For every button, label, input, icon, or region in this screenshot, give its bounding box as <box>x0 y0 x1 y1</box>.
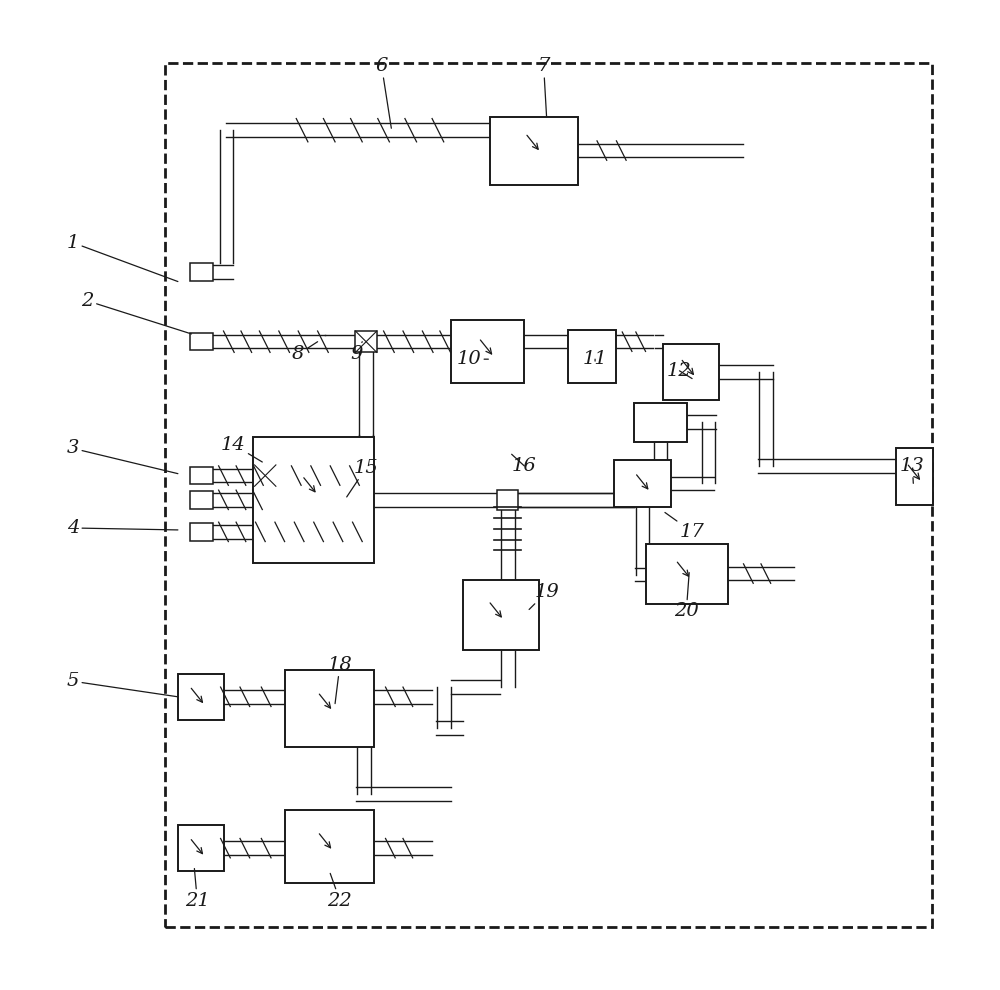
Text: 12: 12 <box>667 361 692 380</box>
Bar <box>178 673 224 720</box>
Bar <box>255 465 276 486</box>
Bar <box>614 460 671 507</box>
Text: 10: 10 <box>457 350 488 368</box>
Text: 11: 11 <box>583 350 607 368</box>
Text: 8: 8 <box>292 342 318 363</box>
Text: 21: 21 <box>185 868 210 910</box>
Bar <box>463 580 539 650</box>
Bar <box>285 810 374 883</box>
Text: 19: 19 <box>529 583 559 610</box>
Text: 4: 4 <box>67 519 178 537</box>
Text: 3: 3 <box>67 440 178 473</box>
Bar <box>568 330 616 383</box>
Bar <box>165 63 932 927</box>
Bar <box>663 344 719 400</box>
Bar <box>190 263 213 280</box>
Bar <box>190 523 213 541</box>
Text: 15: 15 <box>347 458 378 497</box>
Bar <box>190 688 213 706</box>
Bar <box>190 333 213 350</box>
Text: 14: 14 <box>221 436 262 462</box>
Bar <box>634 403 687 442</box>
Text: 17: 17 <box>665 513 704 541</box>
Text: 18: 18 <box>328 655 352 704</box>
Bar <box>253 437 374 563</box>
Bar <box>190 491 213 509</box>
Bar <box>190 840 213 857</box>
Bar <box>285 669 374 747</box>
Text: 20: 20 <box>674 572 699 621</box>
Text: 13: 13 <box>900 457 925 483</box>
Text: 16: 16 <box>512 454 537 475</box>
Text: 9: 9 <box>350 342 363 363</box>
Bar <box>451 321 524 383</box>
Text: 22: 22 <box>328 873 352 910</box>
Bar <box>646 544 728 604</box>
Bar <box>497 490 518 510</box>
Bar <box>355 331 377 352</box>
Text: 1: 1 <box>67 234 178 281</box>
Bar <box>490 117 578 184</box>
Text: 7: 7 <box>537 57 550 117</box>
Bar <box>896 448 933 505</box>
Bar <box>190 467 213 484</box>
Text: 6: 6 <box>375 57 391 129</box>
Bar <box>178 825 224 871</box>
Text: 5: 5 <box>67 672 178 697</box>
Text: 2: 2 <box>81 292 191 334</box>
